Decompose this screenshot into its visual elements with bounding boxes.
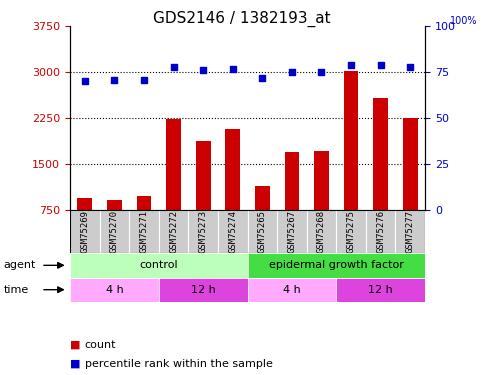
Bar <box>129 210 159 253</box>
Bar <box>307 210 336 253</box>
Bar <box>226 129 240 210</box>
Bar <box>70 278 159 302</box>
Text: GSM75265: GSM75265 <box>258 210 267 253</box>
Bar <box>336 278 425 302</box>
Bar <box>248 253 425 278</box>
Bar <box>396 210 425 253</box>
Text: GSM75270: GSM75270 <box>110 210 119 253</box>
Point <box>258 75 266 81</box>
Bar <box>196 141 211 210</box>
Bar <box>373 98 388 210</box>
Text: GSM75275: GSM75275 <box>347 210 355 253</box>
Text: GSM75269: GSM75269 <box>80 210 89 253</box>
Bar <box>336 210 366 253</box>
Bar <box>248 210 277 253</box>
Bar <box>107 200 122 210</box>
Bar <box>344 71 358 210</box>
Bar <box>159 210 188 253</box>
Point <box>288 69 296 75</box>
Text: GSM75274: GSM75274 <box>228 210 237 253</box>
Text: 12 h: 12 h <box>191 285 215 295</box>
Point <box>229 66 237 72</box>
Bar <box>403 118 418 210</box>
Text: control: control <box>140 260 178 270</box>
Bar <box>218 210 248 253</box>
Text: ■: ■ <box>70 340 81 350</box>
Text: count: count <box>85 340 116 350</box>
Text: GSM75267: GSM75267 <box>287 210 297 253</box>
Text: GSM75271: GSM75271 <box>140 210 148 253</box>
Bar <box>159 278 248 302</box>
Point <box>140 76 148 82</box>
Text: GSM75273: GSM75273 <box>199 210 208 253</box>
Bar <box>284 152 299 210</box>
Text: 12 h: 12 h <box>369 285 393 295</box>
Bar <box>137 196 151 210</box>
Point <box>111 76 118 82</box>
Text: 4 h: 4 h <box>283 285 301 295</box>
Text: 4 h: 4 h <box>106 285 123 295</box>
Point <box>377 62 384 68</box>
Text: GSM75268: GSM75268 <box>317 210 326 253</box>
Point <box>81 78 89 84</box>
Bar <box>188 210 218 253</box>
Text: epidermal growth factor: epidermal growth factor <box>269 260 404 270</box>
Text: percentile rank within the sample: percentile rank within the sample <box>85 359 272 369</box>
Text: 100%: 100% <box>450 16 477 26</box>
Bar <box>166 119 181 210</box>
Bar <box>314 151 329 210</box>
Point <box>347 62 355 68</box>
Text: ■: ■ <box>70 359 81 369</box>
Point <box>318 69 326 75</box>
Text: time: time <box>4 285 29 295</box>
Bar <box>77 198 92 210</box>
Bar <box>70 210 99 253</box>
Point <box>170 64 177 70</box>
Text: agent: agent <box>4 260 36 270</box>
Point <box>199 68 207 74</box>
Text: GSM75272: GSM75272 <box>169 210 178 253</box>
Text: GSM75276: GSM75276 <box>376 210 385 253</box>
Bar <box>366 210 396 253</box>
Bar <box>248 278 336 302</box>
Text: GSM75277: GSM75277 <box>406 210 415 253</box>
Bar <box>70 253 248 278</box>
Bar <box>255 186 270 210</box>
Bar <box>277 210 307 253</box>
Bar <box>99 210 129 253</box>
Point <box>406 64 414 70</box>
Text: GDS2146 / 1382193_at: GDS2146 / 1382193_at <box>153 11 330 27</box>
